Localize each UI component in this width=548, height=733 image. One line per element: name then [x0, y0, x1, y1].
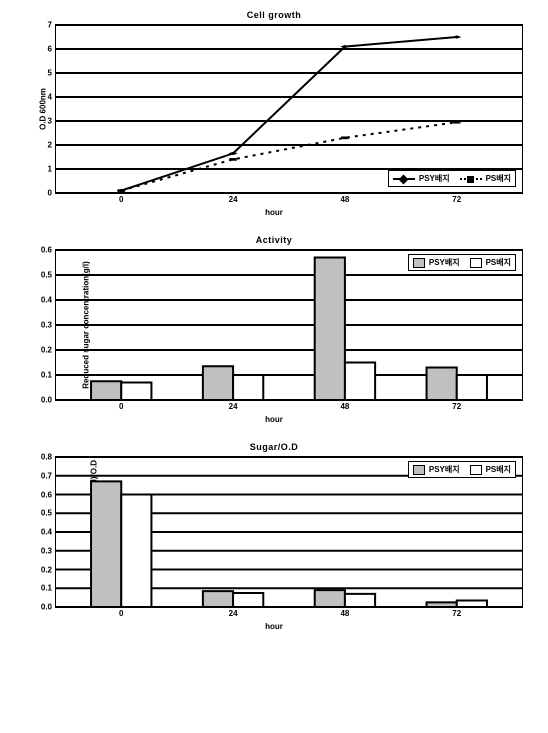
y-tick: 0.8	[41, 453, 52, 462]
y-tick: 0.5	[41, 509, 52, 518]
y-tick: 0.0	[41, 396, 52, 405]
x-ticks: 0 24 48 72	[56, 402, 522, 412]
legend-item: PS배지	[470, 464, 511, 475]
chart-svg	[56, 457, 522, 607]
x-tick: 48	[340, 402, 349, 411]
y-tick: 2	[48, 141, 52, 150]
x-ticks: 0 24 48 72	[56, 195, 522, 205]
chart-2: Sugar/O.D Reduced sugar concentration(g/l…	[15, 442, 533, 631]
y-tick: 0.6	[41, 246, 52, 255]
y-tick: 0.4	[41, 296, 52, 305]
legend-label: PS배지	[486, 464, 511, 475]
y-tick: 3	[48, 117, 52, 126]
chart-title: Cell growth	[15, 10, 533, 20]
plot-area: O.D 600nm012345670244872PSY배지PS배지	[55, 24, 523, 194]
y-ticks: 0.00.10.20.30.40.50.60.70.8	[32, 457, 52, 607]
legend-label: PS배지	[486, 257, 511, 268]
x-tick: 24	[229, 195, 238, 204]
y-tick: 0.4	[41, 528, 52, 537]
chart-title: Activity	[15, 235, 533, 245]
chart-1: Activity Reduced sugar concentration(g/l)…	[15, 235, 533, 424]
x-tick: 48	[340, 195, 349, 204]
x-tick: 72	[452, 195, 461, 204]
y-tick: 1	[48, 165, 52, 174]
legend: PSY배지 PS배지	[388, 170, 516, 187]
plot-area: Reduced sugar concentration(g/l)/O.D0.00…	[55, 456, 523, 608]
x-axis-label: hour	[15, 415, 533, 424]
x-ticks: 0 24 48 72	[56, 609, 522, 619]
y-tick: 0.0	[41, 603, 52, 612]
y-tick: 0.3	[41, 321, 52, 330]
y-tick: 5	[48, 69, 52, 78]
y-tick: 7	[48, 21, 52, 30]
legend-label: PS배지	[486, 173, 511, 184]
x-tick: 24	[229, 402, 238, 411]
y-tick: 0.3	[41, 546, 52, 555]
legend-item: PSY배지	[413, 257, 460, 268]
plot-area: Reduced sugar concentration(g/l)0.00.10.…	[55, 249, 523, 401]
legend-label: PSY배지	[429, 257, 460, 268]
legend-item: PSY배지	[393, 173, 450, 184]
x-axis-label: hour	[15, 622, 533, 631]
y-tick: 0.1	[41, 371, 52, 380]
y-tick: 0.5	[41, 271, 52, 280]
legend-label: PSY배지	[429, 464, 460, 475]
x-tick: 0	[119, 609, 123, 618]
chart-svg	[56, 250, 522, 400]
y-tick: 0.6	[41, 490, 52, 499]
y-ticks: 0.00.10.20.30.40.50.6	[32, 250, 52, 400]
legend-label: PSY배지	[419, 173, 450, 184]
y-tick: 4	[48, 93, 52, 102]
legend-item: PS배지	[460, 173, 511, 184]
x-tick: 48	[340, 609, 349, 618]
y-ticks: 01234567	[32, 25, 52, 193]
x-tick: 0	[119, 402, 123, 411]
y-tick: 0.1	[41, 584, 52, 593]
legend-item: PSY배지	[413, 464, 460, 475]
y-tick: 0.2	[41, 565, 52, 574]
legend: PSY배지 PS배지	[408, 461, 516, 478]
x-axis-label: hour	[15, 208, 533, 217]
y-tick: 0.2	[41, 346, 52, 355]
x-tick: 72	[452, 402, 461, 411]
chart-title: Sugar/O.D	[15, 442, 533, 452]
y-tick: 6	[48, 45, 52, 54]
x-tick: 24	[229, 609, 238, 618]
x-tick: 72	[452, 609, 461, 618]
chart-svg	[56, 25, 522, 193]
y-tick: 0	[48, 189, 52, 198]
legend: PSY배지 PS배지	[408, 254, 516, 271]
x-tick: 0	[119, 195, 123, 204]
legend-item: PS배지	[470, 257, 511, 268]
y-tick: 0.7	[41, 471, 52, 480]
chart-0: Cell growthO.D 600nm012345670244872PSY배지…	[15, 10, 533, 217]
